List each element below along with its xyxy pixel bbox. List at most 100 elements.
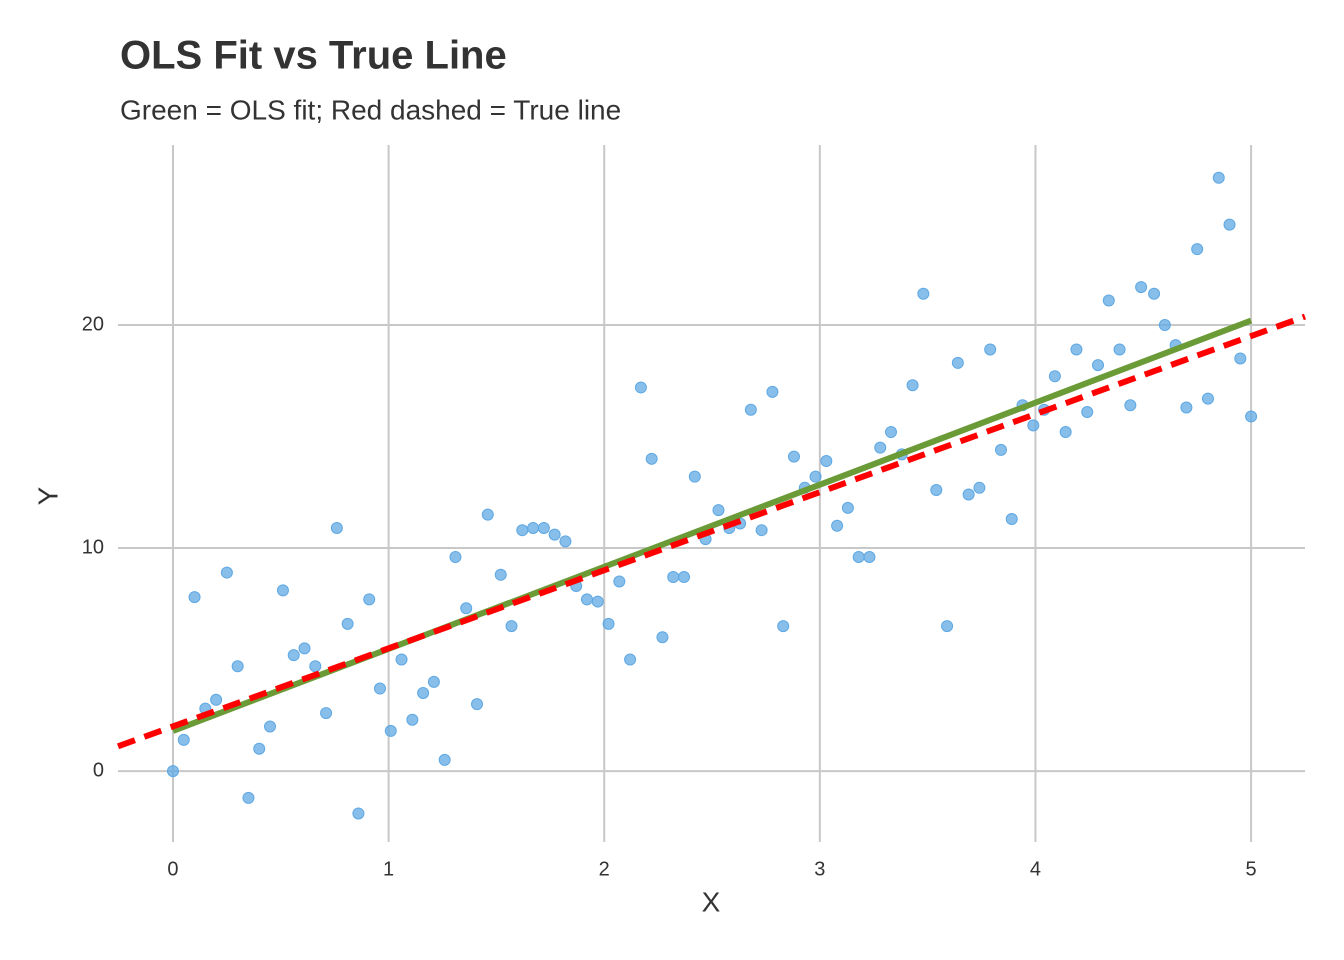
point	[1245, 410, 1258, 423]
point	[417, 687, 430, 700]
x-tick-label: 1	[383, 858, 394, 880]
point	[906, 379, 919, 392]
point	[874, 441, 887, 454]
point	[309, 660, 322, 673]
point	[395, 653, 408, 666]
point	[678, 571, 691, 584]
point	[505, 620, 518, 633]
point	[298, 642, 311, 655]
point	[1212, 171, 1225, 184]
point	[320, 707, 333, 720]
point	[449, 550, 462, 563]
chart-title: OLS Fit vs True Line	[120, 34, 507, 78]
point	[787, 450, 800, 463]
point	[210, 693, 223, 706]
point	[406, 713, 419, 726]
point	[917, 287, 930, 300]
point	[1124, 399, 1137, 412]
point	[1113, 343, 1126, 356]
point	[1070, 343, 1083, 356]
point	[885, 426, 898, 439]
point	[984, 343, 997, 356]
x-tick-label: 0	[167, 858, 178, 880]
point	[951, 356, 964, 369]
point	[548, 528, 561, 541]
point	[438, 753, 451, 766]
line	[116, 313, 1307, 750]
point	[941, 620, 954, 633]
chart-subtitle: Green = OLS fit; Red dashed = True line	[120, 94, 621, 125]
point	[384, 724, 397, 737]
point	[1081, 405, 1094, 418]
point	[1092, 359, 1105, 372]
point	[373, 682, 386, 695]
point	[841, 501, 854, 514]
point	[1191, 243, 1204, 256]
point	[177, 733, 190, 746]
point	[287, 649, 300, 662]
point	[1135, 281, 1148, 294]
point	[460, 602, 473, 615]
point	[613, 575, 626, 588]
point	[471, 698, 484, 711]
x-tick-label: 2	[599, 858, 610, 880]
point	[481, 508, 494, 521]
point	[559, 535, 572, 548]
point	[1148, 287, 1161, 300]
point	[1005, 513, 1018, 526]
point	[962, 488, 975, 501]
point	[537, 521, 550, 534]
point	[712, 504, 725, 517]
point	[1201, 392, 1214, 405]
point	[766, 385, 779, 398]
point	[166, 765, 179, 778]
point	[1180, 401, 1193, 414]
point	[276, 584, 289, 597]
point	[231, 660, 244, 673]
point	[494, 568, 507, 581]
point	[1223, 218, 1236, 231]
point	[755, 524, 768, 537]
point	[427, 675, 440, 688]
point	[852, 550, 865, 563]
point	[242, 791, 255, 804]
point	[930, 484, 943, 497]
point	[634, 381, 647, 394]
point	[1059, 426, 1072, 439]
point	[264, 720, 277, 733]
point	[341, 617, 354, 630]
point	[863, 550, 876, 563]
point	[1234, 352, 1247, 365]
point	[253, 742, 266, 755]
y-tick-label: 10	[82, 536, 104, 558]
point	[820, 455, 833, 468]
point	[516, 524, 529, 537]
point	[330, 521, 343, 534]
point	[744, 403, 757, 416]
point	[973, 481, 986, 494]
point	[777, 620, 790, 633]
point	[1158, 318, 1171, 331]
point	[645, 452, 658, 465]
line	[171, 317, 1253, 734]
point	[220, 566, 233, 579]
x-tick-label: 5	[1246, 858, 1257, 880]
point	[352, 807, 365, 820]
point	[1048, 370, 1061, 383]
point	[667, 571, 680, 584]
point	[994, 443, 1007, 456]
point	[602, 617, 615, 630]
x-tick-label: 3	[814, 858, 825, 880]
y-tick-label: 0	[93, 759, 104, 781]
point	[188, 591, 201, 604]
point	[527, 521, 540, 534]
point	[688, 470, 701, 483]
point	[1102, 294, 1115, 307]
point	[624, 653, 637, 666]
x-axis-label: X	[702, 886, 721, 917]
point	[591, 595, 604, 608]
point	[363, 593, 376, 606]
point	[809, 470, 822, 483]
